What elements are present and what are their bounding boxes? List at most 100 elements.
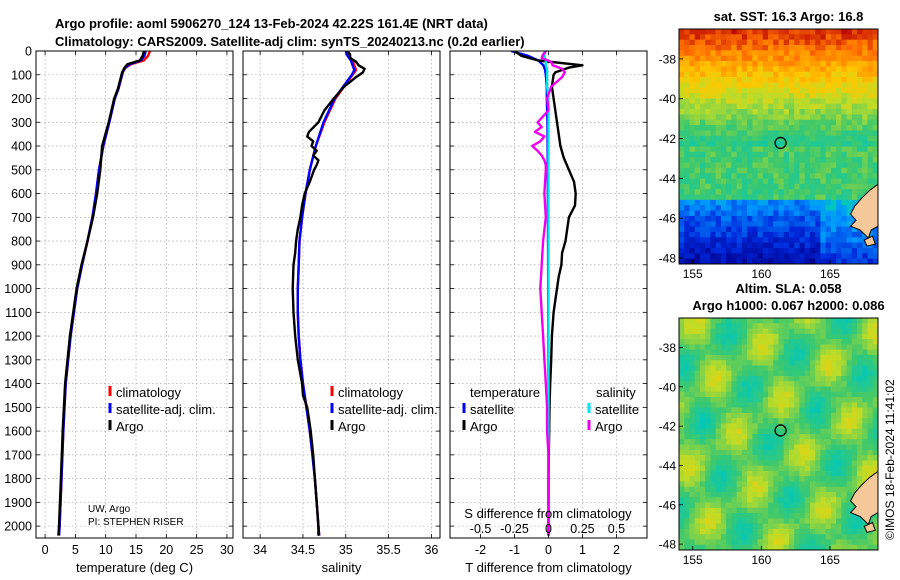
map-cell [762,119,769,126]
map-cell [747,162,753,169]
map-cell [736,178,743,185]
map-cell [788,93,795,99]
map-cell [836,323,842,329]
map-cell [862,173,868,179]
map-cell [825,365,832,372]
map-cell [857,98,863,105]
map-cell [736,523,743,530]
map-cell [815,253,821,260]
map-y-tick-label: -38 [659,341,677,355]
map-cell [741,497,748,503]
map-cell [736,423,743,430]
map-cell [862,534,868,540]
map-cells [679,318,878,550]
map-cell [689,465,696,472]
map-cell [726,439,732,445]
map-cell [773,344,779,351]
map-cell [794,242,800,249]
map-cell [726,455,732,461]
map-cell [752,376,758,382]
map-cell [699,242,706,249]
map-cell [799,215,806,222]
map-cell [684,518,690,525]
map-cell [830,50,837,57]
map-cell [778,135,785,142]
map-cell [825,93,832,99]
map-cell [747,146,753,153]
map-cell [731,328,738,335]
map-cell [820,318,827,324]
map-cell [679,539,685,546]
map-cell [804,82,811,89]
map-cell [846,507,853,514]
map-cell [757,93,764,99]
map-cell [804,167,811,174]
map-cell [762,386,769,393]
map-cell [731,103,738,110]
map-cell [710,237,717,244]
map-cell [830,391,837,398]
map-cell [768,386,774,393]
map-cell [820,226,827,233]
map-cell [778,492,785,498]
map-cell [715,423,722,430]
map-cell [679,71,685,78]
map-cell [720,465,727,472]
map-cell [851,77,858,83]
map-cell [773,507,779,514]
map-cell [679,397,685,403]
map-cell [836,476,842,482]
map-cell [747,141,753,147]
map-cell [820,183,827,190]
map-cell [757,386,764,393]
map-cell [836,98,842,105]
map-cell [862,418,868,424]
map-cell [699,486,706,493]
map-cell [794,183,800,190]
map-cell [768,55,774,62]
map-cell [825,215,832,222]
map-cell [841,523,847,530]
map-cell [820,221,827,228]
map-cell [788,407,795,414]
map-cell [830,247,837,254]
map-cell [799,199,806,206]
map-cell [694,502,701,509]
map-cell [809,476,816,482]
map-cell [841,119,847,126]
map-cell [679,318,685,324]
map-cell [815,178,821,185]
map-cell [804,66,811,73]
map-cell [867,370,874,377]
map-cell [820,199,827,206]
map-cell [862,125,868,131]
map-cell [804,333,811,340]
map-cell [736,402,743,409]
map-cell [720,50,727,57]
map-cell [762,492,769,498]
map-cell [705,189,711,195]
map-cell [799,93,806,99]
map-cell [726,114,732,121]
map-cell [825,449,832,456]
map-cell [846,397,853,403]
map-cell [830,167,837,174]
map-cell [851,173,858,179]
map-cell [830,162,837,169]
map-cell [747,50,753,57]
map-cell [710,528,717,535]
map-cell [694,82,701,89]
map-cell [799,61,806,67]
map-cell [741,354,748,361]
map-cell [752,428,758,435]
map-cell [741,518,748,525]
map-cell [778,103,785,110]
map-cell [684,98,690,105]
map-cell [736,507,743,514]
series-line-argo [291,51,366,536]
map-cell [804,391,811,398]
map-cell [726,360,732,366]
map-cell [804,434,811,440]
map-cell [867,365,874,372]
map-cell [830,173,837,179]
